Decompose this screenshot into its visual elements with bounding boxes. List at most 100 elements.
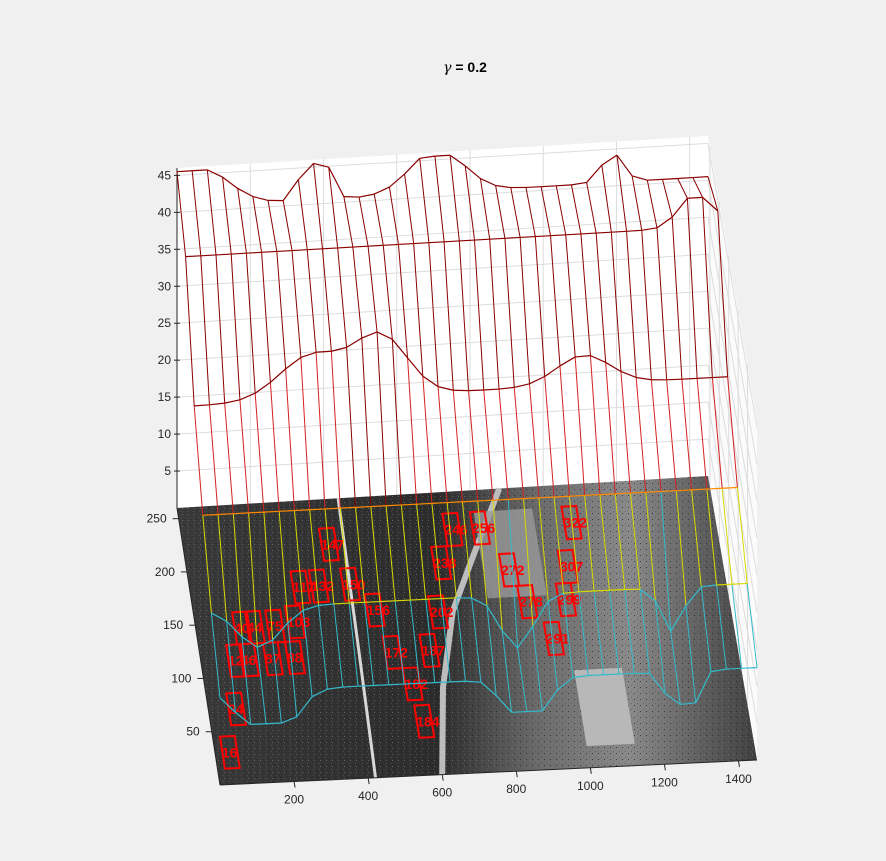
mesh-column <box>656 227 668 380</box>
mesh-row <box>355 505 371 508</box>
mesh-column <box>232 513 243 637</box>
mesh-column <box>464 165 476 241</box>
mesh-column <box>348 603 359 687</box>
mesh-column <box>635 377 647 493</box>
mesh-column <box>379 601 390 685</box>
mesh-row <box>544 365 561 378</box>
mesh-column <box>528 383 540 498</box>
mesh-row <box>257 639 273 648</box>
mesh-column <box>513 387 525 499</box>
detection-box <box>542 620 566 657</box>
z-gridline <box>176 253 758 539</box>
mesh-column <box>263 512 274 641</box>
box-label: 202 <box>430 604 454 620</box>
title-text: = 0.2 <box>451 59 487 75</box>
mesh-column <box>245 253 256 394</box>
mesh-row <box>281 716 297 724</box>
z-tick-label: 5 <box>164 464 171 478</box>
mesh-row <box>379 600 396 603</box>
mesh-column <box>746 583 758 668</box>
detection-box <box>264 608 287 644</box>
mesh-column <box>692 177 704 198</box>
mesh-row <box>563 591 579 594</box>
mesh-row <box>584 494 600 497</box>
mesh-column <box>568 496 580 592</box>
mesh-row <box>224 399 241 404</box>
mesh-column <box>339 508 350 604</box>
mesh-row <box>401 503 417 506</box>
mesh-column <box>217 514 228 622</box>
axes-panes <box>176 136 758 760</box>
mesh-row <box>410 598 426 601</box>
box-label: 88 <box>287 650 303 666</box>
detection-box <box>317 526 340 562</box>
mesh-column <box>675 490 687 606</box>
x-tick-label: 600 <box>432 786 452 800</box>
mesh-column <box>483 389 494 501</box>
mesh-row <box>572 674 589 679</box>
mesh-column <box>532 626 543 711</box>
box-label: 184 <box>416 713 440 729</box>
detection-box <box>429 545 453 581</box>
mesh-column <box>477 500 488 606</box>
z-gridline <box>176 179 758 465</box>
mesh-row <box>580 232 597 235</box>
mesh-row <box>246 251 262 254</box>
mesh-column <box>300 357 311 510</box>
box-label: 44 <box>247 619 263 635</box>
mesh-column <box>318 605 328 690</box>
mesh-row <box>687 196 703 199</box>
mesh-column <box>431 503 442 599</box>
detection-box <box>468 510 492 546</box>
mesh-row <box>559 356 576 367</box>
box-label: 103 <box>287 614 311 630</box>
mesh-row <box>741 667 758 669</box>
mesh-column <box>361 338 372 507</box>
mesh-row <box>681 377 698 380</box>
mesh-column <box>601 165 612 233</box>
mesh-row <box>231 252 247 255</box>
mesh-row <box>376 331 393 340</box>
mesh-column <box>321 248 332 352</box>
y-tick-label: 200 <box>155 565 175 579</box>
mesh-row <box>588 674 604 677</box>
mesh-column <box>517 647 528 712</box>
mesh-column <box>666 379 677 491</box>
z-gridline <box>176 438 758 724</box>
mesh-row <box>272 622 289 641</box>
detection-box <box>556 548 580 585</box>
mesh-column <box>276 251 287 369</box>
mesh-column <box>629 492 641 590</box>
mesh-column <box>608 590 620 675</box>
mesh-row <box>601 154 618 166</box>
mesh-column <box>468 390 479 502</box>
mesh-row <box>662 177 678 180</box>
mesh-row <box>391 338 409 359</box>
mesh-column <box>278 511 289 623</box>
mesh-column <box>452 390 463 502</box>
mesh-column <box>507 499 519 648</box>
mesh-row <box>250 723 267 726</box>
mesh-row <box>202 513 219 516</box>
mesh-row <box>176 170 193 173</box>
mesh-column <box>574 356 586 496</box>
mesh-column <box>586 182 597 234</box>
mesh-column <box>208 404 219 515</box>
mesh-row <box>222 176 239 189</box>
mesh-column <box>237 188 247 254</box>
mesh-row <box>459 239 475 242</box>
mesh-column <box>440 598 451 682</box>
mesh-row <box>333 602 350 605</box>
mesh-row <box>514 383 530 388</box>
mesh-row <box>616 154 633 177</box>
x-tick-label: 1200 <box>651 775 678 789</box>
mesh-column <box>570 184 582 235</box>
detection-box <box>338 566 362 602</box>
mesh-column <box>595 233 607 363</box>
mesh-row <box>664 692 681 705</box>
mesh-column <box>419 158 430 243</box>
mesh-row <box>331 346 347 352</box>
mesh-row <box>252 195 269 201</box>
mesh-column <box>641 230 652 380</box>
mesh-row <box>337 246 353 249</box>
